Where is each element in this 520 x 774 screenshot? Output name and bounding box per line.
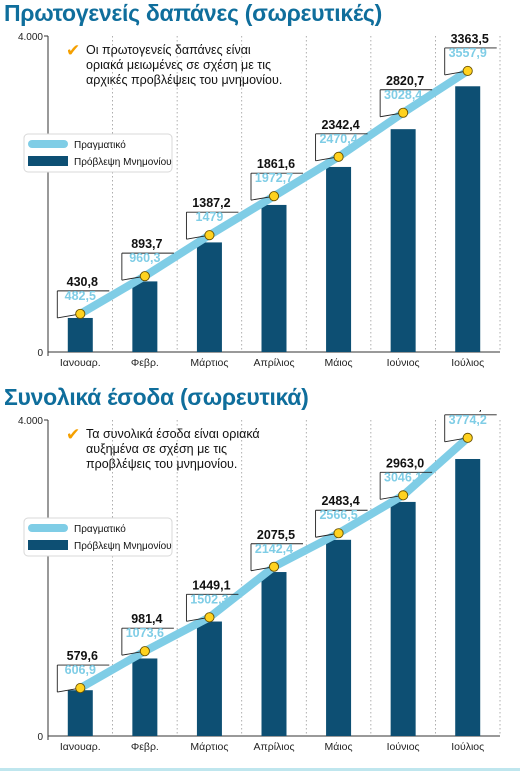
expenditure-category-label: Μάρτιος xyxy=(190,357,228,369)
expenditure-legend-label-actual: Πραγματικό xyxy=(74,139,126,151)
bottom-divider xyxy=(0,768,520,771)
expenditure-category-label: Ιανουαρ. xyxy=(60,357,101,369)
expenditure-marker-6 xyxy=(398,107,409,118)
expenditure-category-label: Ιούλιος xyxy=(451,357,484,369)
revenue-marker-2 xyxy=(139,646,150,657)
expenditure-bar-3 xyxy=(196,242,222,352)
revenue-bar-5 xyxy=(326,539,352,736)
revenue-actual-label: 2142,4 xyxy=(255,542,293,556)
expenditure-marker-2 xyxy=(139,271,150,282)
revenue-bar-4 xyxy=(261,572,287,736)
expenditure-bar-4 xyxy=(261,204,287,352)
revenue-forecast-label: 1449,1 xyxy=(192,578,230,592)
expenditure-category-label: Ιούνιος xyxy=(387,357,420,369)
expenditure-legend-label-forecast: Πρόβλεψη Μνημονίου xyxy=(74,156,172,168)
expenditure-forecast-label: 430,8 xyxy=(67,275,98,289)
revenue-actual-label: 606,9 xyxy=(65,663,96,677)
expenditure-marker-7 xyxy=(462,65,473,76)
chart-title-total-revenue: Συνολικά έσοδα (σωρευτικά) xyxy=(4,384,309,410)
expenditure-marker-4 xyxy=(268,191,280,202)
revenue-forecast-label: 981,4 xyxy=(131,612,162,626)
revenue-actual-label: 2566,5 xyxy=(319,508,357,522)
expenditure-actual-label: 482,5 xyxy=(65,289,96,303)
expenditure-actual-label: 960,3 xyxy=(129,251,160,265)
chart-primary-expenditure: 4.000 0 430,8 893,7 1387,2 1861,6 2342,4 2820,7… xyxy=(0,26,520,376)
revenue-note-text: προβλέψεις του μνημονίου. xyxy=(86,457,237,471)
revenue-legend-label-actual: Πραγματικό xyxy=(74,523,126,535)
expenditure-note-text: οριακά μειωμένες σε σχέση με τις xyxy=(86,58,271,72)
chart-total-revenue: 4.000 0 579,6 981,4 1449,1 2075,5 2483,4 2963,0… xyxy=(0,410,520,760)
revenue-marker-1 xyxy=(75,683,86,694)
expenditure-forecast-label: 893,7 xyxy=(131,237,162,251)
revenue-category-label: Ιούλιος xyxy=(451,741,484,753)
expenditure-actual-label: 3557,9 xyxy=(449,46,487,60)
revenue-marker-5 xyxy=(333,528,344,539)
revenue-bar-1 xyxy=(67,690,93,736)
revenue-bar-2 xyxy=(132,658,158,736)
expenditure-bar-7 xyxy=(455,86,481,352)
expenditure-y-tick-label: 4.000 xyxy=(18,32,43,43)
expenditure-bar-2 xyxy=(132,281,158,352)
expenditure-forecast-label: 2820,7 xyxy=(386,74,424,88)
revenue-actual-label: 3046,1 xyxy=(384,470,422,484)
expenditure-forecast-label: 2342,4 xyxy=(321,118,359,132)
revenue-bar-7 xyxy=(455,458,481,736)
revenue-category-label: Μάιος xyxy=(325,741,353,753)
revenue-category-label: Ιανουαρ. xyxy=(60,741,101,753)
revenue-legend-swatch-actual xyxy=(28,524,68,532)
revenue-actual-label: 1502,3 xyxy=(190,592,228,606)
revenue-category-label: Μάρτιος xyxy=(190,741,228,753)
revenue-legend-swatch-forecast xyxy=(28,540,68,550)
expenditure-note-text: αρχικές προβλέψεις του μνημονίου. xyxy=(86,73,282,87)
expenditure-marker-1 xyxy=(75,308,86,319)
chart-svg-total-revenue: 4.000 0 579,6 981,4 1449,1 2075,5 2483,4 2963,0… xyxy=(18,410,501,753)
expenditure-actual-label: 2470,4 xyxy=(319,132,357,146)
revenue-category-label: Απρίλιος xyxy=(253,741,294,753)
expenditure-legend-swatch-actual xyxy=(28,140,68,148)
expenditure-category-label: Μάιος xyxy=(325,357,353,369)
expenditure-note-text: Οι πρωτογενείς δαπάνες είναι xyxy=(86,43,251,57)
revenue-check-icon: ✔ xyxy=(66,425,80,445)
expenditure-actual-label: 1972,7 xyxy=(255,171,293,185)
revenue-forecast-label: 3506,4 xyxy=(451,410,489,413)
revenue-y-tick-label: 4.000 xyxy=(18,416,43,427)
expenditure-bar-1 xyxy=(67,317,93,352)
revenue-note-text: Τα συνολικά έσοδα είναι οριακά xyxy=(86,427,260,441)
revenue-y-tick-label: 0 xyxy=(37,732,43,743)
revenue-bar-6 xyxy=(390,501,416,736)
chart-svg-primary-expenditure: 4.000 0 430,8 893,7 1387,2 1861,6 2342,4 2820,7… xyxy=(18,32,501,369)
expenditure-actual-label: 1479 xyxy=(196,210,224,224)
revenue-marker-6 xyxy=(398,490,409,501)
expenditure-actual-label: 3028,4 xyxy=(384,88,422,102)
revenue-note-text: αυξημένα σε σχέση με τις xyxy=(86,442,227,456)
revenue-forecast-label: 2075,5 xyxy=(257,528,295,542)
revenue-forecast-label: 2483,4 xyxy=(321,494,359,508)
expenditure-forecast-label: 3363,5 xyxy=(451,32,489,46)
revenue-bar-3 xyxy=(196,621,222,736)
revenue-actual-label: 1073,6 xyxy=(126,626,164,640)
revenue-marker-3 xyxy=(204,612,215,623)
revenue-actual-label: 3774,2 xyxy=(449,413,487,427)
expenditure-forecast-label: 1387,2 xyxy=(192,196,230,210)
expenditure-marker-5 xyxy=(333,151,344,162)
expenditure-legend-swatch-forecast xyxy=(28,156,68,166)
expenditure-y-tick-label: 0 xyxy=(37,348,43,359)
revenue-forecast-label: 2963,0 xyxy=(386,456,424,470)
expenditure-category-label: Φεβρ. xyxy=(131,357,159,369)
expenditure-marker-3 xyxy=(204,230,215,241)
expenditure-check-icon: ✔ xyxy=(66,41,80,61)
revenue-forecast-label: 579,6 xyxy=(67,649,98,663)
expenditure-bar-5 xyxy=(326,166,352,352)
revenue-marker-4 xyxy=(268,561,280,572)
expenditure-forecast-label: 1861,6 xyxy=(257,157,295,171)
revenue-category-label: Φεβρ. xyxy=(131,741,159,753)
expenditure-category-label: Απρίλιος xyxy=(253,357,294,369)
revenue-marker-7 xyxy=(462,432,473,443)
revenue-category-label: Ιούνιος xyxy=(387,741,420,753)
expenditure-bar-6 xyxy=(390,129,416,352)
revenue-legend-label-forecast: Πρόβλεψη Μνημονίου xyxy=(74,540,172,552)
chart-title-primary-expenditure: Πρωτογενείς δαπάνες (σωρευτικές) xyxy=(4,0,382,26)
